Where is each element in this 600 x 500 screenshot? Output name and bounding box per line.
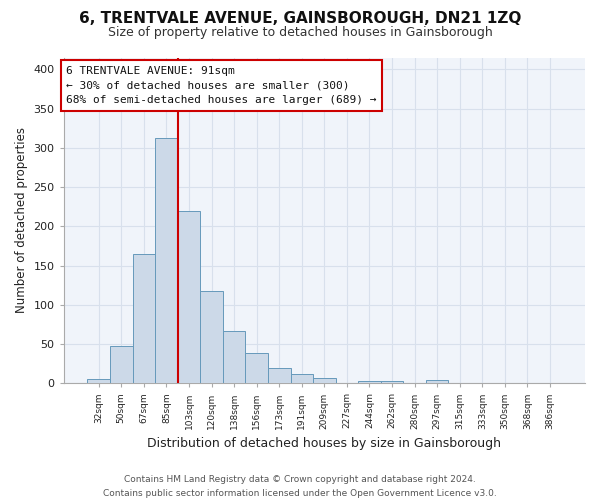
Bar: [133, 254, 155, 384]
Bar: [426, 380, 448, 384]
Bar: [110, 346, 133, 384]
X-axis label: Distribution of detached houses by size in Gainsborough: Distribution of detached houses by size …: [148, 437, 502, 450]
Bar: [313, 378, 335, 384]
Bar: [88, 380, 110, 384]
Bar: [358, 381, 381, 384]
Bar: [223, 330, 245, 384]
Text: 6, TRENTVALE AVENUE, GAINSBOROUGH, DN21 1ZQ: 6, TRENTVALE AVENUE, GAINSBOROUGH, DN21 …: [79, 11, 521, 26]
Bar: [290, 374, 313, 384]
Bar: [245, 354, 268, 384]
Bar: [155, 138, 178, 384]
Y-axis label: Number of detached properties: Number of detached properties: [15, 128, 28, 314]
Text: Size of property relative to detached houses in Gainsborough: Size of property relative to detached ho…: [107, 26, 493, 39]
Bar: [200, 290, 223, 384]
Bar: [268, 368, 290, 384]
Bar: [381, 381, 403, 384]
Text: 6 TRENTVALE AVENUE: 91sqm
← 30% of detached houses are smaller (300)
68% of semi: 6 TRENTVALE AVENUE: 91sqm ← 30% of detac…: [67, 66, 377, 105]
Bar: [178, 212, 200, 384]
Text: Contains HM Land Registry data © Crown copyright and database right 2024.
Contai: Contains HM Land Registry data © Crown c…: [103, 476, 497, 498]
